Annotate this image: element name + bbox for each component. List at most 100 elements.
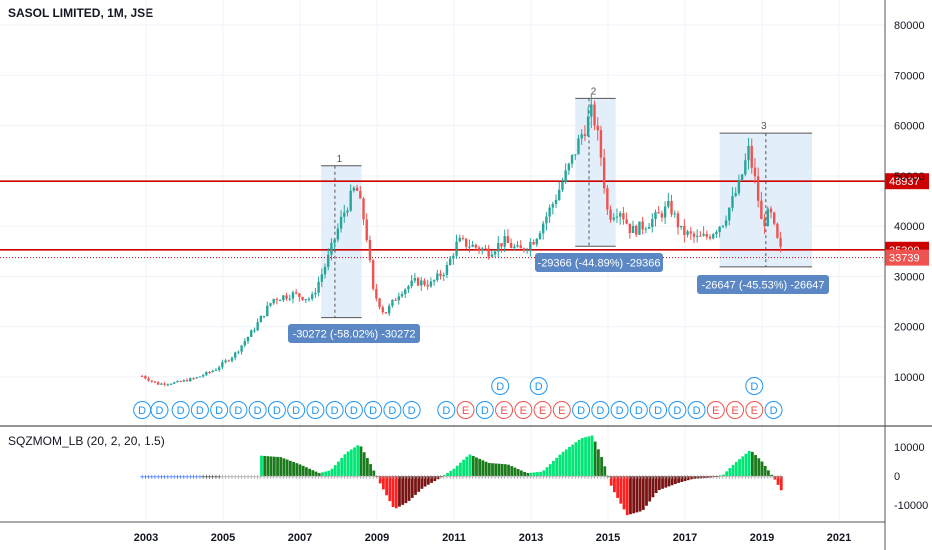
dividend-marker [591,401,610,419]
squeeze-dot: + [512,473,517,482]
squeeze-dot: + [435,473,440,482]
momentum-bar [673,476,677,484]
marker-letter: E [500,405,507,417]
momentum-bar [600,457,603,476]
marker-letter: D [138,405,146,417]
squeeze-dot: + [775,473,780,482]
dividend-marker [306,401,325,419]
x-tick-label: 2019 [750,532,774,544]
squeeze-dot: + [316,473,321,482]
y-tick-label: 60000 [894,121,925,133]
momentum-bar [571,444,575,476]
candle-body [410,280,413,287]
squeeze-dot: + [717,473,722,482]
dividend-marker [491,377,510,395]
momentum-bar [362,452,366,476]
squeeze-dot: + [756,473,761,482]
momentum-bar [529,472,533,476]
candle-body [163,383,166,385]
marker-letter: D [215,405,223,417]
squeeze-dot: + [550,473,555,482]
momentum-bar [337,461,340,476]
squeeze-dot: + [695,473,700,482]
measurement-label-box [535,253,663,272]
squeeze-dot: + [647,473,652,482]
momentum-bar [388,476,392,502]
candle-body [766,208,769,227]
candle-body [458,237,461,242]
candle-body [166,384,170,386]
squeeze-dot: + [477,473,482,482]
candle-body [529,242,532,250]
squeeze-dot: + [342,473,347,482]
candle-body [384,312,388,314]
squeeze-dot: + [307,473,312,482]
earnings-marker [552,401,571,419]
momentum-bar [763,465,767,476]
candle-body [622,213,625,220]
candle-body [477,247,481,251]
dividend-marker [402,401,421,419]
candle-body [240,345,243,352]
momentum-bar [651,476,655,498]
marker-letter: E [520,405,527,417]
candle-body [349,190,352,211]
candle-body [224,360,227,363]
candle-body [246,336,250,342]
candle-body [779,237,782,247]
candle-body [596,125,599,131]
squeeze-dot: + [422,473,427,482]
squeeze-dot: + [361,473,366,482]
momentum-bar [558,454,562,476]
squeeze-dot: + [291,473,296,482]
momentum-bar [494,463,498,476]
momentum-bar [455,465,459,476]
candle-body [513,246,516,248]
squeeze-dot: + [730,473,735,482]
momentum-bar [536,472,539,476]
momentum-bar [314,471,318,476]
momentum-bar [401,476,405,505]
squeeze-dot: + [586,473,591,482]
squeeze-dot: + [644,473,649,482]
candle-body [416,277,420,286]
momentum-bar [346,451,350,476]
momentum-bar [770,474,774,476]
momentum-bar [308,468,312,476]
momentum-bar [641,476,645,510]
momentum-bar [452,468,456,476]
marker-letter: D [273,405,281,417]
candle-body [535,239,538,245]
squeeze-dot: + [172,473,177,482]
squeeze-dot: + [688,473,693,482]
squeeze-dot: + [153,473,158,482]
squeeze-dot: + [284,473,289,482]
squeeze-dot: + [329,473,334,482]
momentum-bar [670,476,674,486]
candle-body [298,293,301,297]
candle-body [484,248,487,250]
momentum-bar [500,463,504,476]
squeeze-dot: + [701,473,706,482]
squeeze-dot: + [714,473,719,482]
squeeze-dot: + [624,473,629,482]
squeeze-dot: + [743,473,748,482]
momentum-bar [301,465,305,476]
momentum-bar [613,476,616,493]
marker-letter: D [481,405,489,417]
momentum-bar [327,470,331,476]
squeeze-dot: + [672,473,677,482]
candle-body [176,381,179,383]
momentum-bar [580,437,584,476]
squeeze-dot: + [268,473,273,482]
momentum-bar [648,476,652,502]
candle-body [285,295,288,299]
squeeze-dot: + [733,473,738,482]
squeeze-dot: + [473,473,478,482]
candle-body [651,219,654,227]
candle-body [673,213,676,215]
candle-body [439,273,442,277]
level-price-tag [885,249,929,266]
candle-body [481,248,484,251]
